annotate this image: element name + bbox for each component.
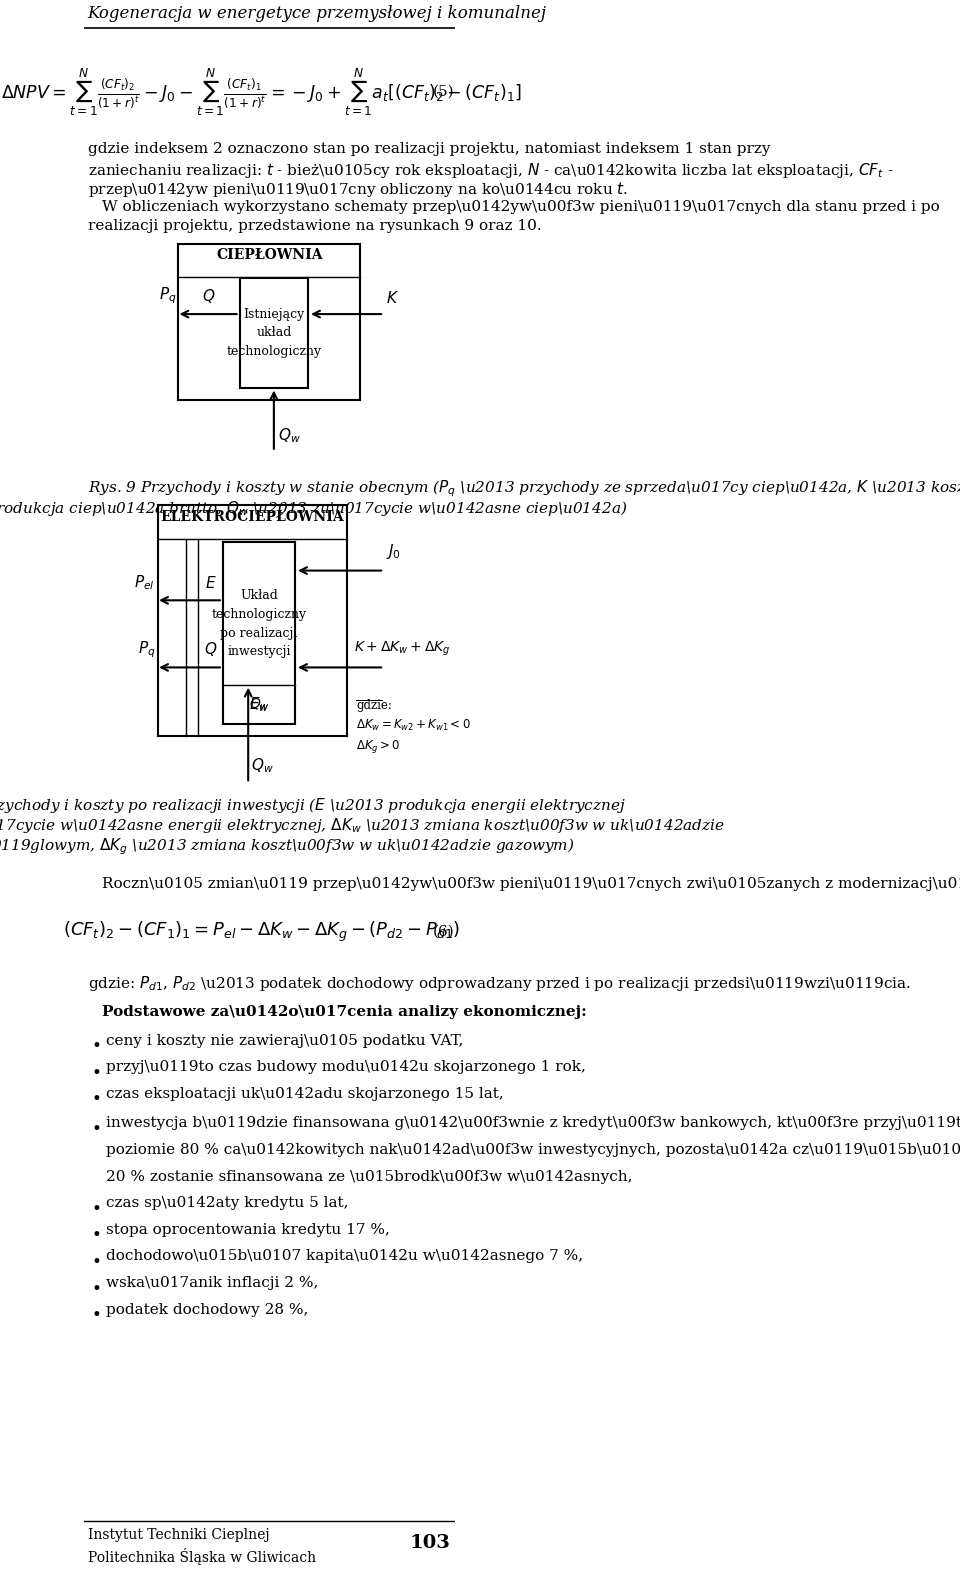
Text: wska\u017anik inflacji 2 %,: wska\u017anik inflacji 2 %,: [107, 1276, 319, 1290]
Text: $K +\Delta K_w+\Delta K_g$: $K +\Delta K_w+\Delta K_g$: [354, 640, 451, 657]
Text: $\Delta NPV = \sum_{t=1}^{N} \frac{\left(CF_t\right)_2}{\left(1+r\right)^t} - J_: $\Delta NPV = \sum_{t=1}^{N} \frac{\left…: [2, 66, 522, 118]
Text: Układ: Układ: [240, 588, 278, 602]
Text: ceny i koszty nie zawieraj\u0105 podatku VAT,: ceny i koszty nie zawieraj\u0105 podatku…: [107, 1034, 464, 1048]
Text: $Q$: $Q$: [204, 640, 217, 657]
Text: •: •: [92, 1254, 102, 1271]
Text: gdzie:: gdzie:: [356, 698, 393, 712]
Text: •: •: [92, 1039, 102, 1056]
Text: •: •: [92, 1065, 102, 1081]
Text: ELEKTROCIEPŁOWNIA: ELEKTROCIEPŁOWNIA: [160, 510, 345, 524]
Text: przep\u0142yw pieni\u0119\u017cny obliczony na ko\u0144cu roku $t$.: przep\u0142yw pieni\u0119\u017cny oblicz…: [87, 179, 628, 199]
Text: zaniechaniu realizacji: $t$ - bież\u0105cy rok eksploatacji, $N$ - ca\u0142kowit: zaniechaniu realizacji: $t$ - bież\u0105…: [87, 160, 893, 180]
Text: Podstawowe za\u0142o\u017cenia analizy ekonomicznej:: Podstawowe za\u0142o\u017cenia analizy e…: [103, 1006, 588, 1020]
Text: $\left(CF_t\right)_2 - \left(CF_1\right)_1 = P_{el} - \Delta K_w - \Delta K_g - : $\left(CF_t\right)_2 - \left(CF_1\right)…: [63, 919, 461, 945]
Text: 20 % zostanie sfinansowana ze \u015brodk\u00f3w w\u0142asnych,: 20 % zostanie sfinansowana ze \u015brodk…: [107, 1169, 633, 1183]
Text: $\Delta K_w =K_{w2}+K_{w1}<0$: $\Delta K_w =K_{w2}+K_{w1}<0$: [356, 717, 471, 733]
Text: czas sp\u0142aty kredytu 5 lat,: czas sp\u0142aty kredytu 5 lat,: [107, 1196, 348, 1210]
Text: inwestycji: inwestycji: [228, 645, 291, 659]
Text: Roczn\u0105 zmian\u0119 przep\u0142yw\u00f3w pieni\u0119\u017cnych zwi\u0105zany: Roczn\u0105 zmian\u0119 przep\u0142yw\u0…: [103, 877, 960, 891]
Text: gdzie indeksem 2 oznaczono stan po realizacji projektu, natomiast indeksem 1 sta: gdzie indeksem 2 oznaczono stan po reali…: [87, 143, 770, 155]
Text: dochodowo\u015b\u0107 kapita\u0142u w\u0142asnego 7 %,: dochodowo\u015b\u0107 kapita\u0142u w\u0…: [107, 1249, 584, 1263]
Text: czas eksploatacji uk\u0142adu skojarzonego 15 lat,: czas eksploatacji uk\u0142adu skojarzone…: [107, 1087, 504, 1101]
Text: technologiczny: technologiczny: [211, 607, 306, 621]
Text: Instytut Techniki Cieplnej: Instytut Techniki Cieplnej: [87, 1528, 269, 1542]
Text: po realizacji: po realizacji: [221, 626, 298, 640]
Text: Rys. 9 Przychody i koszty w stanie obecnym ($P_q$ \u2013 przychody ze sprzeda\u0: Rys. 9 Przychody i koszty w stanie obecn…: [87, 479, 960, 499]
Text: (6): (6): [432, 924, 454, 938]
Text: $E_w$: $E_w$: [249, 695, 269, 714]
Text: •: •: [92, 1092, 102, 1108]
Text: poziomie 80 % ca\u0142kowitych nak\u0142ad\u00f3w inwestycyjnych, pozosta\u0142a: poziomie 80 % ca\u0142kowitych nak\u0142…: [107, 1142, 960, 1156]
Text: 103: 103: [410, 1534, 451, 1552]
Text: gdzie: $P_{d1}$, $P_{d2}$ \u2013 podatek dochodowy odprowadzany przed i po reali: gdzie: $P_{d1}$, $P_{d2}$ \u2013 podatek…: [87, 974, 911, 993]
Text: Politechnika Śląska w Gliwicach: Politechnika Śląska w Gliwicach: [87, 1549, 316, 1566]
Text: $Q$ \u2013 produkcja ciep\u0142a brutto, $Q_w$ \u2013 zu\u017cycie w\u0142asne c: $Q$ \u2013 produkcja ciep\u0142a brutto,…: [0, 499, 628, 518]
Text: podatek dochodowy 28 %,: podatek dochodowy 28 %,: [107, 1302, 308, 1316]
Text: $P_{el}$: $P_{el}$: [134, 574, 156, 593]
Text: stopa oprocentowania kredytu 17 %,: stopa oprocentowania kredytu 17 %,: [107, 1222, 390, 1236]
Text: przyj\u0119to czas budowy modu\u0142u skojarzonego 1 rok,: przyj\u0119to czas budowy modu\u0142u sk…: [107, 1061, 586, 1075]
Text: $K$: $K$: [386, 290, 399, 306]
Text: $E$: $E$: [204, 574, 216, 592]
Text: układ: układ: [256, 326, 292, 339]
Text: w\u0119glowym, $\Delta K_g$ \u2013 zmiana koszt\u00f3w w uk\u0142adzie gazowym): w\u0119glowym, $\Delta K_g$ \u2013 zmian…: [0, 836, 575, 857]
Text: $Q_w$: $Q_w$: [249, 697, 270, 712]
Text: inwestycja b\u0119dzie finansowana g\u0142\u00f3wnie z kredyt\u00f3w bankowych, : inwestycja b\u0119dzie finansowana g\u01…: [107, 1117, 960, 1130]
Text: $\Delta K_g>0$: $\Delta K_g>0$: [356, 737, 400, 755]
Text: •: •: [92, 1307, 102, 1324]
Text: •: •: [92, 1227, 102, 1244]
Text: •: •: [92, 1200, 102, 1218]
Text: $Q_w$: $Q_w$: [252, 756, 274, 775]
Text: CIEPŁOWNIA: CIEPŁOWNIA: [216, 248, 323, 262]
Text: $Q_w$: $Q_w$: [277, 427, 300, 446]
Text: technologiczny: technologiczny: [227, 345, 322, 358]
Text: •: •: [92, 1122, 102, 1138]
Text: •: •: [92, 1280, 102, 1298]
Text: $Q$: $Q$: [203, 287, 216, 304]
Text: Rys. 10. Przychody i koszty po realizacji inwestycji ($E$ \u2013 produkcja energ: Rys. 10. Przychody i koszty po realizacj…: [0, 795, 626, 814]
Text: W obliczeniach wykorzystano schematy przep\u0142yw\u00f3w pieni\u0119\u017cnych : W obliczeniach wykorzystano schematy prz…: [103, 199, 940, 213]
Text: (5): (5): [432, 85, 454, 99]
Text: $P_q$: $P_q$: [137, 639, 156, 659]
Text: $P_q$: $P_q$: [159, 286, 177, 306]
Text: Kogeneracja w energetyce przemysłowej i komunalnej: Kogeneracja w energetyce przemysłowej i …: [87, 5, 546, 22]
Text: brutto, $E_w$ \u2013 zu\u017cycie w\u0142asne energii elektrycznej, $\Delta K_w$: brutto, $E_w$ \u2013 zu\u017cycie w\u014…: [0, 816, 725, 835]
Text: $J_0$: $J_0$: [386, 543, 401, 562]
Text: realizacji projektu, przedstawione na rysunkach 9 oraz 10.: realizacji projektu, przedstawione na ry…: [87, 218, 541, 232]
Text: Istniejący: Istniejący: [243, 308, 304, 320]
